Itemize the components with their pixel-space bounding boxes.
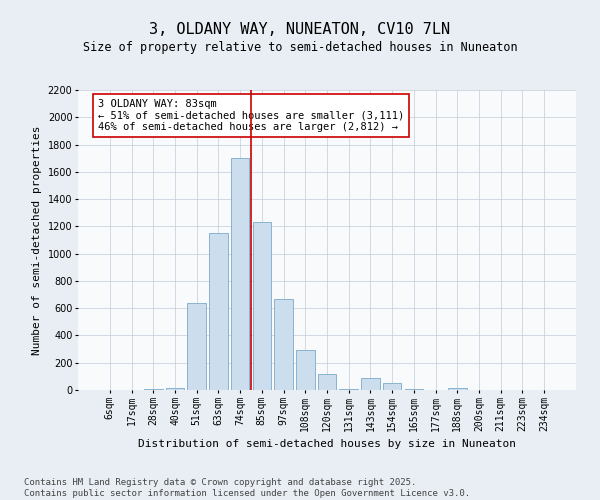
- Text: Size of property relative to semi-detached houses in Nuneaton: Size of property relative to semi-detach…: [83, 41, 517, 54]
- Bar: [296, 350, 314, 390]
- Bar: [187, 302, 206, 390]
- Bar: [318, 374, 336, 390]
- Bar: [274, 298, 293, 390]
- Bar: [448, 388, 467, 390]
- X-axis label: Distribution of semi-detached houses by size in Nuneaton: Distribution of semi-detached houses by …: [138, 439, 516, 449]
- Text: 3, OLDANY WAY, NUNEATON, CV10 7LN: 3, OLDANY WAY, NUNEATON, CV10 7LN: [149, 22, 451, 38]
- Bar: [253, 222, 271, 390]
- Bar: [404, 388, 423, 390]
- Bar: [209, 233, 227, 390]
- Text: 3 OLDANY WAY: 83sqm
← 51% of semi-detached houses are smaller (3,111)
46% of sem: 3 OLDANY WAY: 83sqm ← 51% of semi-detach…: [98, 99, 404, 132]
- Bar: [361, 378, 380, 390]
- Bar: [383, 383, 401, 390]
- Text: Contains HM Land Registry data © Crown copyright and database right 2025.
Contai: Contains HM Land Registry data © Crown c…: [24, 478, 470, 498]
- Y-axis label: Number of semi-detached properties: Number of semi-detached properties: [32, 125, 42, 355]
- Bar: [166, 388, 184, 390]
- Bar: [231, 158, 250, 390]
